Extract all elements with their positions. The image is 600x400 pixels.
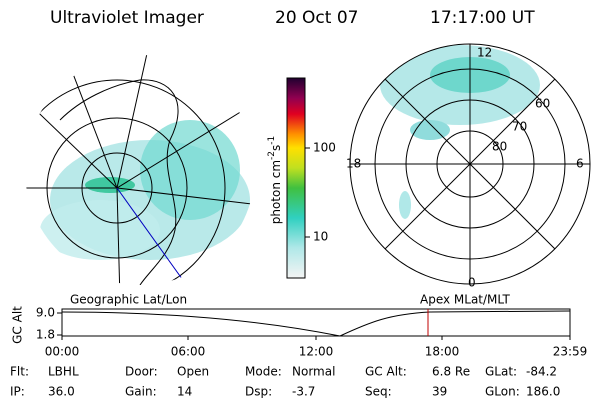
colorbar-label: photon cm-2s-1: [267, 136, 283, 225]
colorbar-tick: 10: [313, 230, 328, 244]
status-label: Flt:: [10, 365, 29, 379]
date: 20 Oct 07: [275, 8, 358, 28]
status-value: 36.0: [48, 385, 75, 399]
status-label: Mode:: [245, 365, 282, 379]
label-part: photon cm: [269, 160, 283, 224]
status-value: -3.7: [292, 385, 315, 399]
polar-map: [380, 45, 540, 219]
altitude-curve: [61, 310, 571, 337]
status-label: GC Alt:: [365, 365, 407, 379]
lat-label: 80: [492, 140, 507, 154]
x-tick-label: 18:00: [425, 345, 460, 359]
x-tick-label: 00:00: [45, 345, 80, 359]
status-value: 6.8 Re: [432, 365, 470, 379]
status-label: Seq:: [365, 385, 392, 399]
instrument: Ultraviolet Imager: [50, 8, 204, 28]
status-value: Open: [177, 365, 209, 379]
plot-xticks: 00:00 06:00 12:00 18:00 23:59: [45, 336, 588, 359]
hour-label: 18: [346, 157, 361, 171]
status-value: 186.0: [526, 385, 560, 399]
x-tick-label: 23:59: [553, 345, 588, 359]
status-label: Gain:: [125, 385, 157, 399]
status-label: GLon:: [485, 385, 520, 399]
hour-label: 0: [468, 276, 476, 290]
status-value: -84.2: [526, 365, 557, 379]
label-part: -2: [267, 151, 277, 160]
colorbar-tick: 100: [313, 141, 336, 155]
geographic-map: [25, 55, 255, 285]
plot-ytick: 1.8: [36, 328, 55, 342]
plot-ylabel: GC Alt: [11, 306, 25, 344]
status-value: 14: [177, 385, 192, 399]
hour-label: 12: [477, 46, 492, 60]
status-value: LBHL: [48, 365, 79, 379]
label-part: s: [269, 145, 283, 151]
x-tick-label: 12:00: [299, 345, 334, 359]
status-value: 39: [432, 385, 447, 399]
status-label: IP:: [10, 385, 25, 399]
label-part: -1: [267, 136, 277, 145]
lat-label: 70: [512, 120, 527, 134]
status-label: GLat:: [485, 365, 517, 379]
status-label: Door:: [125, 365, 158, 379]
time: 17:17:00 UT: [430, 8, 535, 28]
plot-label: Apex MLat/MLT: [420, 293, 510, 307]
status-panel: Flt: LBHL Door: Open Mode: Normal GC Alt: 6.8 R…: [10, 365, 560, 399]
hour-label: 6: [576, 157, 584, 171]
status-value: Normal: [292, 365, 335, 379]
x-tick-label: 06:00: [171, 345, 206, 359]
color-bar: [286, 77, 306, 279]
status-label: Dsp:: [245, 385, 272, 399]
plot-ytick: 9.0: [36, 306, 55, 320]
lat-label: 60: [535, 97, 550, 111]
plot-label: Geographic Lat/Lon: [70, 293, 187, 307]
